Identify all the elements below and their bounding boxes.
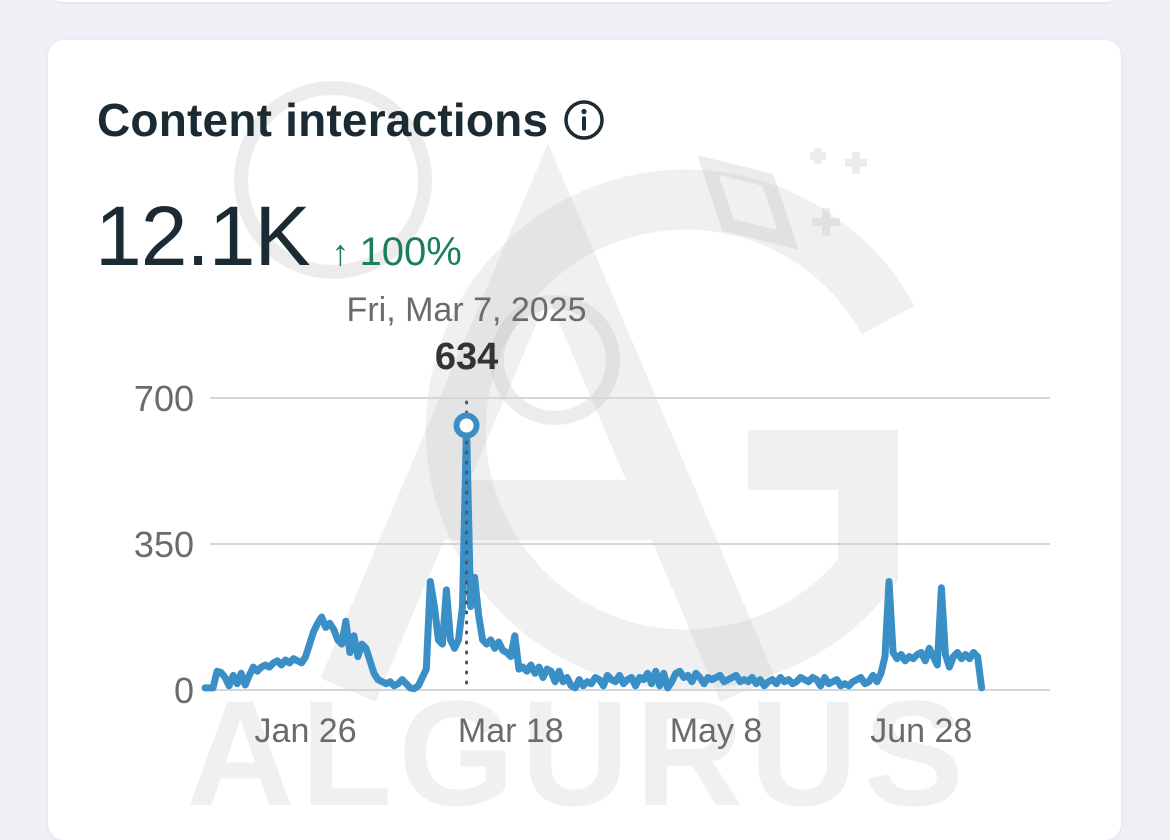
metric-summary: 12.1K ↑ 100%: [95, 188, 462, 285]
y-tick-label: 700: [134, 378, 194, 419]
metric-value: 12.1K: [95, 189, 311, 283]
x-tick-label: May 8: [670, 712, 763, 750]
arrow-up-icon: ↑: [331, 232, 350, 273]
card-title: Content interactions: [97, 94, 549, 146]
chart-tooltip: Fri, Mar 7, 2025 634: [347, 291, 587, 692]
content-interactions-card: ALGURUS Content interactions 12.1K ↑ 100…: [48, 40, 1121, 840]
y-axis: 0 350 700: [134, 378, 194, 711]
x-tick-label: Mar 18: [458, 712, 564, 750]
x-tick-label: Jan 26: [255, 712, 357, 750]
chart-grid: [210, 397, 1050, 691]
card-header: Content interactions: [97, 92, 606, 148]
info-icon[interactable]: [562, 98, 606, 142]
series-line-content-interactions: [201, 422, 986, 693]
previous-card: [48, 0, 1120, 2]
delta-percent: 100%: [359, 230, 462, 274]
x-tick-label: Jun 28: [870, 712, 972, 750]
metric-delta: ↑ 100%: [332, 230, 462, 275]
tooltip-marker[interactable]: [453, 412, 480, 439]
tooltip-date: Fri, Mar 7, 2025: [347, 291, 587, 329]
y-tick-label: 350: [134, 524, 194, 565]
x-axis: Jan 26 Mar 18 May 8 Jun 28: [255, 712, 973, 750]
y-tick-label: 0: [174, 670, 194, 711]
line-chart[interactable]: 0 350 700 Jan 26 Mar 18 May 8 Jun 28 Fri, Mar…: [48, 40, 1121, 840]
tooltip-value: 634: [435, 336, 498, 378]
